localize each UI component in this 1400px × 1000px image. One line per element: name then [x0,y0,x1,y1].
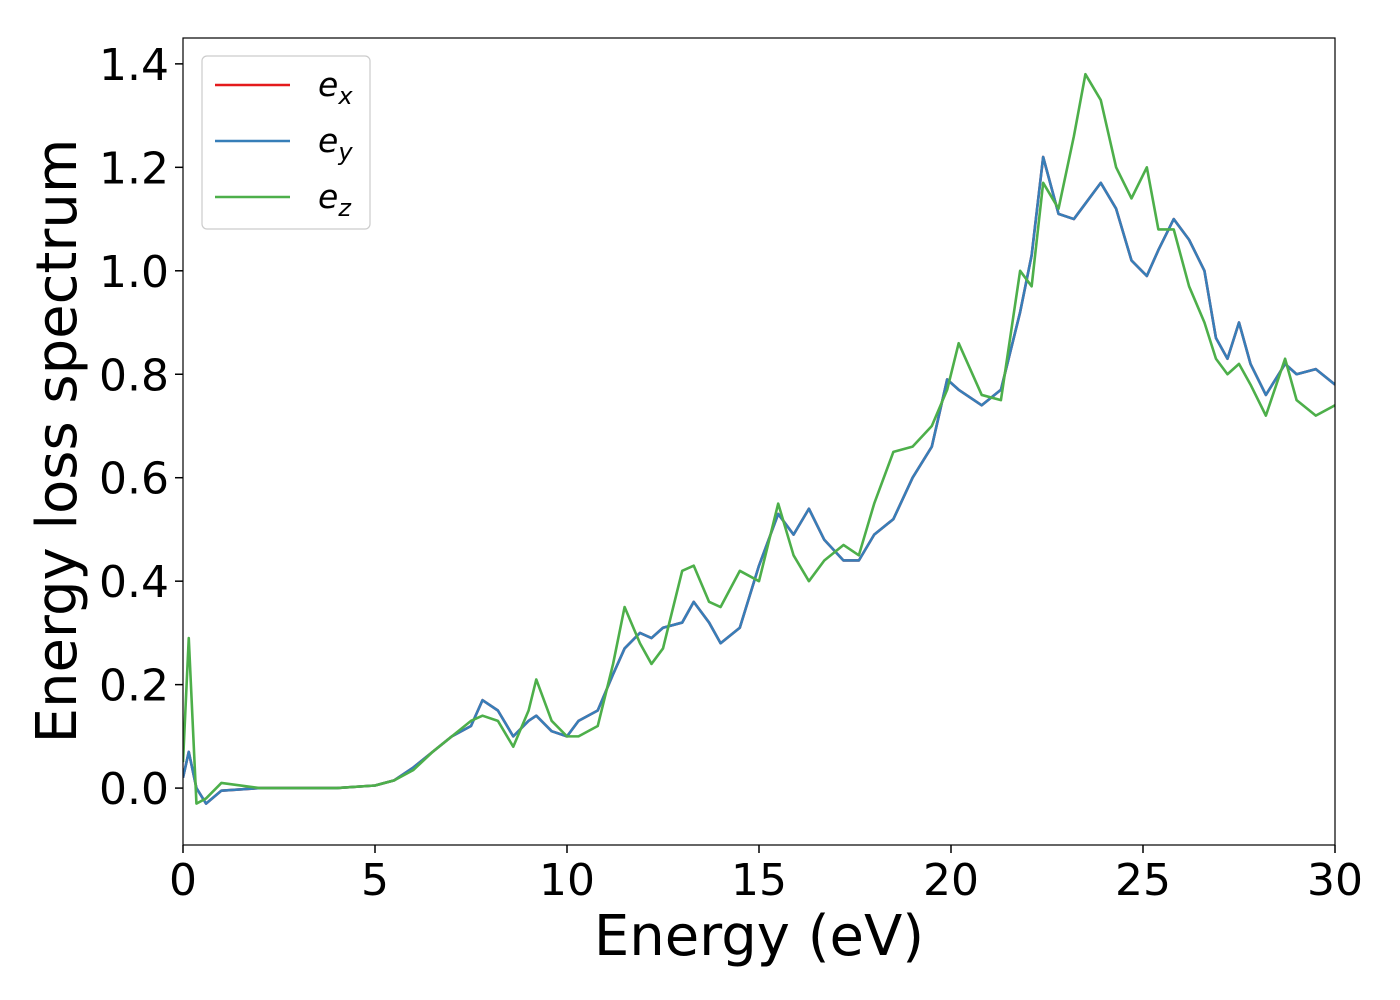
y-tick-label: 1.4 [99,40,169,91]
y-tick-label: 1.0 [99,247,169,298]
x-tick-label: 15 [731,855,787,906]
y-tick-label: 1.2 [99,143,169,194]
line-series [183,72,1335,805]
x-tick-label: 10 [539,855,595,906]
y-tick-label: 0.8 [99,350,169,401]
line-series [183,155,1335,805]
y-axis-label: Energy loss spectrum [25,139,90,744]
x-tick-label: 5 [361,855,389,906]
line-series [183,155,1335,805]
x-tick-label: 20 [923,855,979,906]
y-tick-label: 0.6 [99,454,169,505]
legend-label: ey [318,121,353,166]
legend-label: ex [318,65,353,110]
y-tick-label: 0.2 [99,661,169,712]
legend-box [201,55,371,230]
x-tick-label: 25 [1115,855,1171,906]
plot-frame [182,37,1336,846]
y-tick-label: 0.0 [99,764,169,815]
x-tick-label: 30 [1307,855,1363,906]
x-tick-label: 0 [169,855,197,906]
legend-label: ez [318,177,352,222]
y-tick-label: 0.4 [99,557,169,608]
x-axis-label: Energy (eV) [594,904,924,969]
